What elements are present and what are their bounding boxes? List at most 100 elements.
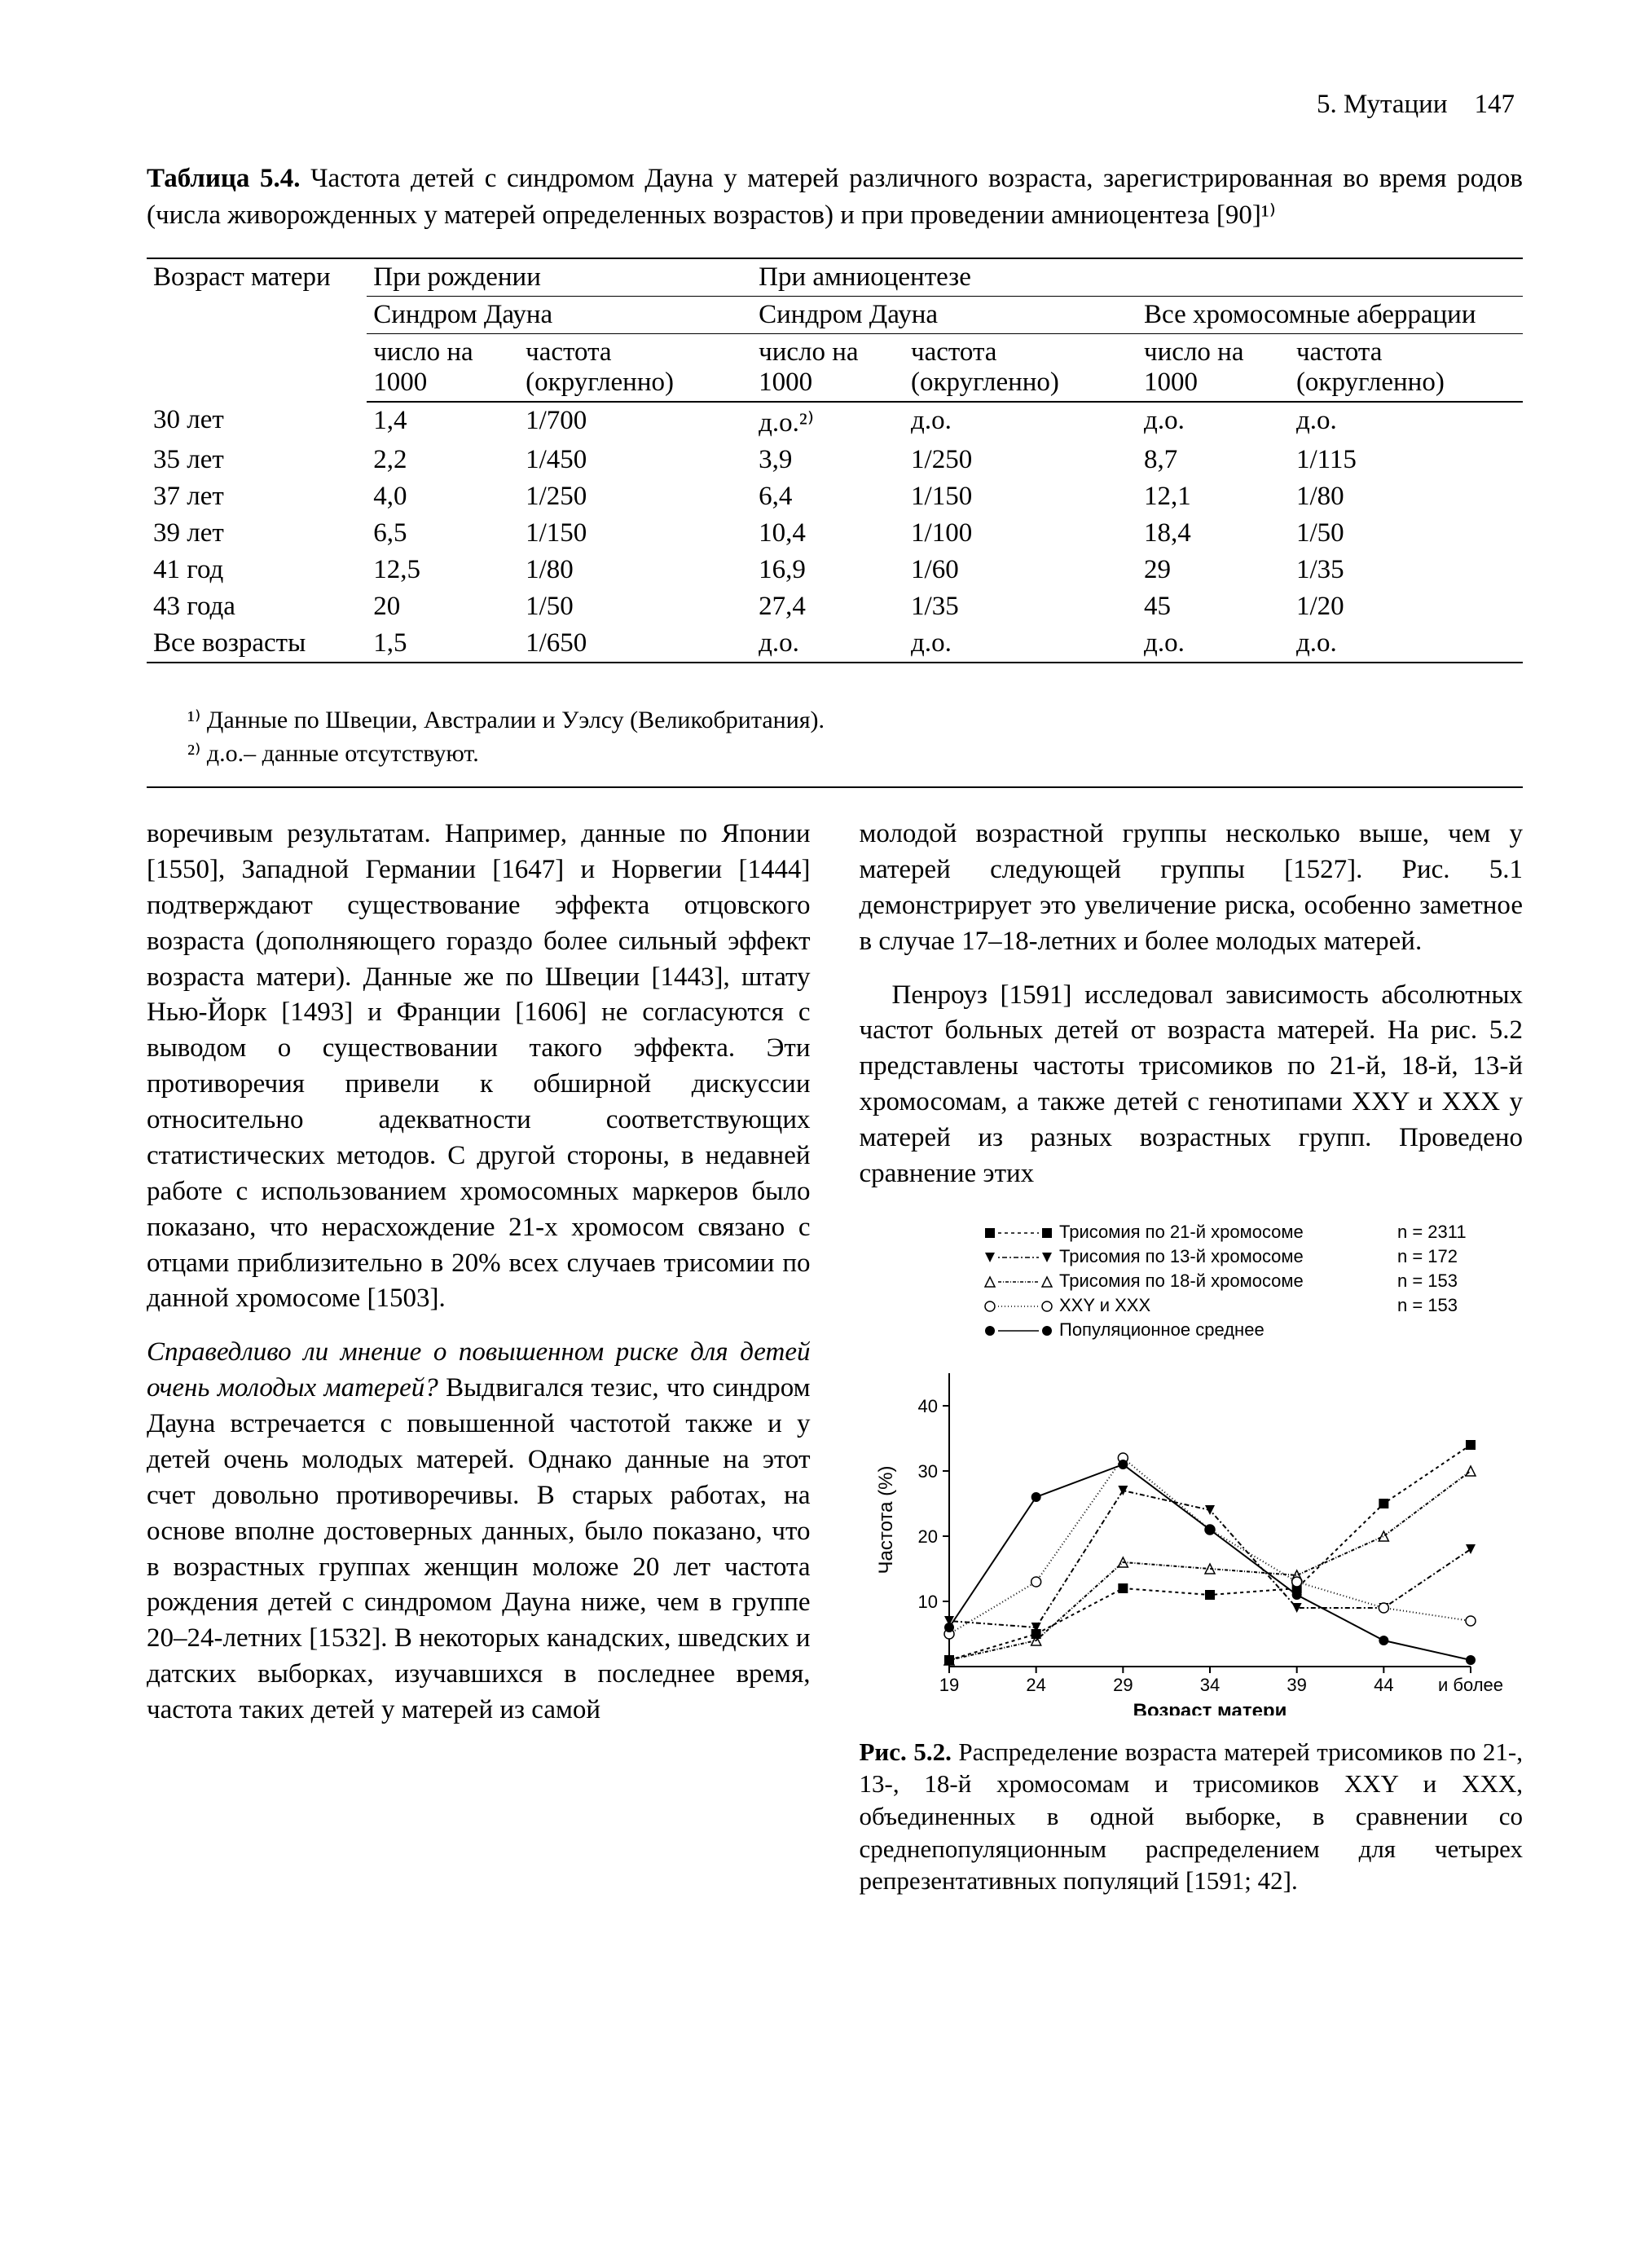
table-cell: 12,5 bbox=[367, 552, 519, 588]
table-cell: 1/250 bbox=[904, 442, 1137, 478]
table-cell: 6,5 bbox=[367, 515, 519, 552]
table-row: Все возрасты1,51/650д.о.д.о.д.о.д.о. bbox=[147, 625, 1523, 662]
table-cell: 1/450 bbox=[519, 442, 752, 478]
para-question: Справедливо ли мнение о повышенном риске… bbox=[147, 1335, 811, 1729]
th-down1: Синдром Дауна bbox=[367, 297, 752, 334]
table-row: 43 года201/5027,41/35451/20 bbox=[147, 588, 1523, 625]
table-cell: 29 bbox=[1137, 552, 1290, 588]
svg-text:30: 30 bbox=[917, 1461, 937, 1482]
para: молодой возрастной группы несколько выше… bbox=[860, 817, 1524, 960]
chart-svg: Трисомия по 21-й хромосоме n = 2311 Трисом… bbox=[860, 1210, 1511, 1715]
table-cell: 1/50 bbox=[1290, 515, 1523, 552]
table-cell: 1/35 bbox=[1290, 552, 1523, 588]
svg-text:20: 20 bbox=[917, 1526, 937, 1547]
table-cell: 1/80 bbox=[519, 552, 752, 588]
svg-text:44: 44 bbox=[1374, 1675, 1393, 1695]
th-birth: При рождении bbox=[367, 258, 752, 297]
table-cell: д.о.²⁾ bbox=[752, 402, 904, 442]
table-cell: д.о. bbox=[904, 625, 1137, 662]
figure-5-2: Трисомия по 21-й хромосоме n = 2311 Трисом… bbox=[860, 1210, 1524, 1897]
table-cell: 16,9 bbox=[752, 552, 904, 588]
table-cell: 2,2 bbox=[367, 442, 519, 478]
svg-text:Трисомия по 21-й хромосоме: Трисомия по 21-й хромосоме bbox=[1059, 1222, 1304, 1242]
table-caption-text: Частота детей с синдромом Дауна у матере… bbox=[147, 164, 1523, 230]
table-cell: 1/20 bbox=[1290, 588, 1523, 625]
th-sub: частота (округленно) bbox=[519, 334, 752, 403]
page-root: { "header": { "section": "5. Мутации", "… bbox=[0, 0, 1645, 1995]
table-cell: д.о. bbox=[1137, 402, 1290, 442]
table-cell: 1,5 bbox=[367, 625, 519, 662]
para: воречивым результатам. Например, данные … bbox=[147, 817, 811, 1317]
table-cell: 10,4 bbox=[752, 515, 904, 552]
svg-text:24: 24 bbox=[1026, 1675, 1045, 1695]
svg-text:Возраст матери: Возраст матери bbox=[1133, 1700, 1287, 1715]
section-name: 5. Мутации bbox=[1317, 90, 1447, 119]
table-row: 37 лет4,01/2506,41/15012,11/80 bbox=[147, 478, 1523, 515]
svg-text:39: 39 bbox=[1287, 1675, 1306, 1695]
svg-text:n = 153: n = 153 bbox=[1397, 1271, 1458, 1291]
footnote: ¹⁾ Данные по Швеции, Австралии и Уэлсу (… bbox=[187, 704, 1523, 738]
table-cell: 12,1 bbox=[1137, 478, 1290, 515]
footnote: ²⁾ д.о.– данные отсутствуют. bbox=[187, 738, 1523, 771]
table-cell: 8,7 bbox=[1137, 442, 1290, 478]
figure-label: Рис. 5.2. bbox=[860, 1737, 952, 1766]
svg-text:и более: и более bbox=[1437, 1675, 1502, 1695]
table-cell: 45 bbox=[1137, 588, 1290, 625]
th-sub: число на 1000 bbox=[367, 334, 519, 403]
table-cell: 18,4 bbox=[1137, 515, 1290, 552]
table-cell: 30 лет bbox=[147, 402, 367, 442]
table-cell: 4,0 bbox=[367, 478, 519, 515]
figure-caption: Рис. 5.2. Распределение возраста матерей… bbox=[860, 1736, 1524, 1897]
table-cell: 41 год bbox=[147, 552, 367, 588]
svg-text:n = 153: n = 153 bbox=[1397, 1295, 1458, 1315]
table-cell: 1/35 bbox=[904, 588, 1137, 625]
table-cell: 1,4 bbox=[367, 402, 519, 442]
svg-text:n = 172: n = 172 bbox=[1397, 1246, 1458, 1266]
svg-text:19: 19 bbox=[939, 1675, 958, 1695]
table-cell: 6,4 bbox=[752, 478, 904, 515]
table-cell: д.о. bbox=[1137, 625, 1290, 662]
table-cell: 1/50 bbox=[519, 588, 752, 625]
svg-text:29: 29 bbox=[1113, 1675, 1133, 1695]
table-cell: 1/150 bbox=[519, 515, 752, 552]
table-cell: Все возрасты bbox=[147, 625, 367, 662]
table-cell: д.о. bbox=[1290, 625, 1523, 662]
left-column: воречивым результатам. Например, данные … bbox=[147, 817, 811, 1897]
table-cell: д.о. bbox=[904, 402, 1137, 442]
table-cell: 1/650 bbox=[519, 625, 752, 662]
table-cell: 27,4 bbox=[752, 588, 904, 625]
svg-text:10: 10 bbox=[917, 1592, 937, 1612]
table-cell: 35 лет bbox=[147, 442, 367, 478]
svg-text:Популяционное среднее: Популяционное среднее bbox=[1059, 1319, 1265, 1340]
svg-text:34: 34 bbox=[1199, 1675, 1219, 1695]
table-cell: д.о. bbox=[1290, 402, 1523, 442]
table-cell: 1/150 bbox=[904, 478, 1137, 515]
table-cell: 39 лет bbox=[147, 515, 367, 552]
th-sub: число на 1000 bbox=[1137, 334, 1290, 403]
th-age: Возраст матери bbox=[147, 258, 367, 402]
table-cell: д.о. bbox=[752, 625, 904, 662]
svg-text:n = 2311: n = 2311 bbox=[1397, 1222, 1467, 1242]
para: Пенроуз [1591] исследовал зависимость аб… bbox=[860, 978, 1524, 1192]
table-cell: 1/115 bbox=[1290, 442, 1523, 478]
table-footnotes: ¹⁾ Данные по Швеции, Австралии и Уэлсу (… bbox=[147, 696, 1523, 788]
svg-text:40: 40 bbox=[917, 1396, 937, 1416]
table-cell: 1/60 bbox=[904, 552, 1137, 588]
table-row: 30 лет1,41/700д.о.²⁾д.о.д.о.д.о. bbox=[147, 402, 1523, 442]
table-row: 41 год12,51/8016,91/60291/35 bbox=[147, 552, 1523, 588]
page-number: 147 bbox=[1475, 90, 1515, 119]
table-cell: 43 года bbox=[147, 588, 367, 625]
body-columns: воречивым результатам. Например, данные … bbox=[147, 817, 1523, 1897]
running-header: 5. Мутации 147 bbox=[147, 90, 1523, 120]
table-cell: 1/80 bbox=[1290, 478, 1523, 515]
table-cell: 1/700 bbox=[519, 402, 752, 442]
th-sub: частота (округленно) bbox=[1290, 334, 1523, 403]
svg-text:Трисомия по 18-й хромосоме: Трисомия по 18-й хромосоме bbox=[1059, 1271, 1304, 1291]
table-cell: 20 bbox=[367, 588, 519, 625]
right-column: молодой возрастной группы несколько выше… bbox=[860, 817, 1524, 1897]
th-down2: Синдром Дауна bbox=[752, 297, 1137, 334]
table-cell: 1/250 bbox=[519, 478, 752, 515]
table-row: 35 лет2,21/4503,91/2508,71/115 bbox=[147, 442, 1523, 478]
table-caption: Таблица 5.4. Частота детей с синдромом Д… bbox=[147, 161, 1523, 233]
table-cell: 37 лет bbox=[147, 478, 367, 515]
